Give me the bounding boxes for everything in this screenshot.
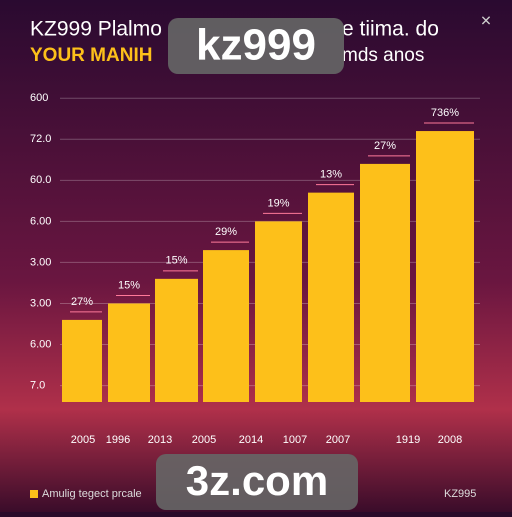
y-tick-label: 7.0 bbox=[30, 379, 45, 391]
legend-label: Amulig tegect prcale bbox=[42, 488, 142, 500]
x-tick-label: 2008 bbox=[438, 434, 462, 446]
bar-label: 27% bbox=[71, 296, 93, 308]
x-tick-label: 1996 bbox=[106, 434, 130, 446]
bar bbox=[155, 278, 198, 402]
x-tick-label: 1919 bbox=[396, 434, 420, 446]
close-icon[interactable]: ✕ bbox=[480, 13, 492, 29]
watermark: 3z.com bbox=[186, 457, 328, 504]
y-tick-label: 3.00 bbox=[30, 297, 51, 309]
title-right: e tiima. do bbox=[342, 18, 439, 41]
x-tick-label: 2013 bbox=[148, 434, 172, 446]
y-tick-label: 60.0 bbox=[30, 174, 51, 186]
bar-label: 27% bbox=[374, 140, 396, 152]
subtitle-right: mds anos bbox=[342, 45, 424, 66]
y-tick-label: 6.00 bbox=[30, 215, 51, 227]
brand: KZ995 bbox=[444, 488, 476, 500]
bar bbox=[62, 319, 102, 402]
title-left: KZ999 Plalmo bbox=[30, 18, 162, 41]
legend-swatch bbox=[30, 490, 38, 498]
x-tick-label: 2005 bbox=[71, 434, 95, 446]
bar bbox=[308, 192, 354, 402]
bar-label: 13% bbox=[320, 169, 342, 181]
bar bbox=[416, 131, 474, 403]
subtitle-left: YOUR MANIH bbox=[30, 45, 152, 66]
x-tick-label: 2014 bbox=[239, 434, 263, 446]
x-tick-label: 2005 bbox=[192, 434, 216, 446]
bar-label: 29% bbox=[215, 226, 237, 238]
bar-label: 15% bbox=[165, 255, 187, 267]
watermark-box bbox=[168, 18, 344, 74]
x-tick-label: 2007 bbox=[326, 434, 350, 446]
bar bbox=[203, 250, 249, 402]
y-tick-label: 3.00 bbox=[30, 256, 51, 268]
watermark: kz999 bbox=[196, 21, 316, 70]
y-tick-label: 72.0 bbox=[30, 133, 51, 145]
x-tick-label: 1007 bbox=[283, 434, 307, 446]
bar-label: 15% bbox=[118, 279, 140, 291]
watermark-box bbox=[156, 454, 358, 510]
y-tick-label: 600 bbox=[30, 92, 48, 104]
bar-label: 736% bbox=[431, 107, 459, 119]
bar-label: 19% bbox=[267, 197, 289, 209]
bar bbox=[360, 163, 410, 402]
bar bbox=[108, 303, 150, 402]
bar bbox=[255, 221, 302, 402]
y-tick-label: 6.00 bbox=[30, 338, 51, 350]
